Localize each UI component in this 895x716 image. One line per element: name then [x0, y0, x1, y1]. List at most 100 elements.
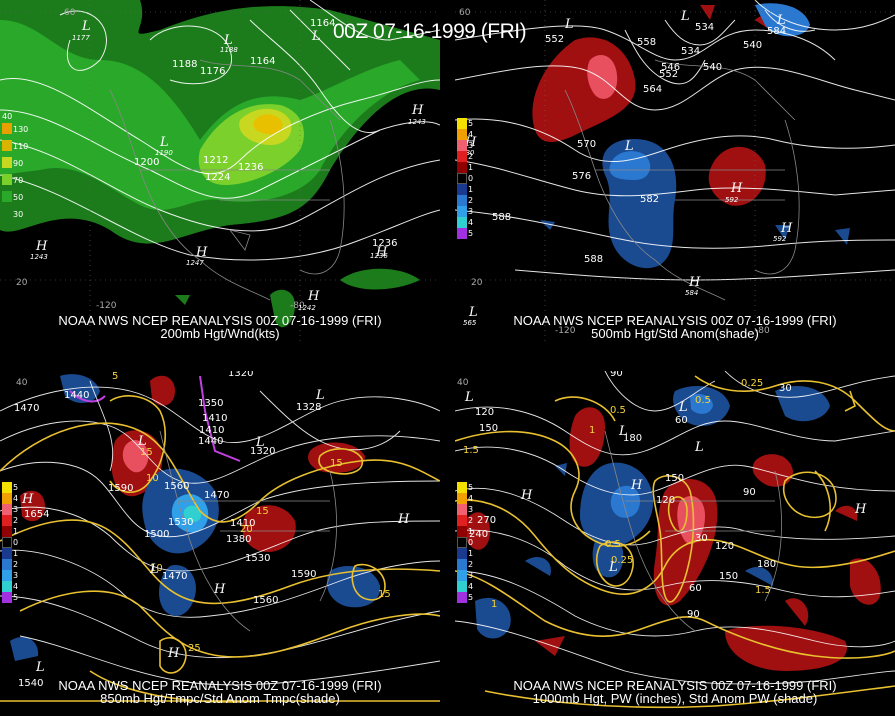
high-marker: H [520, 488, 533, 503]
legend-swatch [2, 559, 12, 570]
contour-label: 60 [689, 583, 702, 594]
anomaly-negative-2 [609, 151, 651, 180]
legend-label: 90 [13, 159, 24, 168]
legend-swatch [457, 537, 467, 548]
contour-label: 1470 [204, 490, 229, 501]
contour-label: 588 [492, 212, 511, 223]
contour-label: 120 [475, 407, 494, 418]
legend-swatch [457, 151, 467, 162]
grid-label: 40 [16, 378, 28, 388]
contour-label: 240 [469, 529, 488, 540]
high-marker: H [307, 289, 320, 304]
legend-label: 1 [13, 549, 19, 558]
contour-label: 1224 [205, 172, 230, 183]
low-marker: L [311, 29, 321, 44]
legend-swatch [457, 515, 467, 526]
grid-label: 40 [457, 378, 469, 388]
contour-label: 120 [715, 541, 734, 552]
legend-swatch [2, 191, 12, 202]
caption-line-2: 1000mb Hgt, PW (inches), Std Anom PW (sh… [532, 691, 818, 706]
low-marker: L [680, 9, 690, 24]
anomaly-positive-2 [20, 375, 365, 552]
panel-850mb: 40 1470 1440 1410 1350 1320 1410 1440 13… [0, 371, 440, 716]
legend-swatch [457, 548, 467, 559]
contour-label: 1590 [108, 483, 133, 494]
legend-swatch [457, 140, 467, 151]
low-marker: L [81, 19, 91, 34]
map-1000mb: 40 90 120 150 0.5 1 1.5 0.25 30 0.5 60 1… [455, 371, 895, 709]
legend-swatch [2, 592, 12, 603]
legend-swatch [457, 559, 467, 570]
low-marker: L [618, 424, 628, 439]
temp-label: 15 [140, 447, 153, 458]
temp-label: 25 [188, 643, 201, 654]
caption-line-1: NOAA NWS NCEP REANALYSIS 00Z 07-16-1999 … [58, 678, 382, 693]
legend-swatch [457, 162, 467, 173]
low-marker: L [564, 17, 574, 32]
contour-label: 1440 [64, 390, 89, 401]
contour-label: 570 [577, 139, 596, 150]
legend-label: 1 [468, 527, 474, 536]
anomaly-cyan [183, 505, 202, 523]
contour-label: 1188 [172, 59, 197, 70]
contour-label: 1320 [250, 446, 275, 457]
legend-label: 3 [13, 571, 19, 580]
contour-label: 1243 [408, 118, 426, 126]
high-marker: H [21, 492, 34, 507]
contour-label: 1.5 [755, 585, 771, 596]
contour-label: 1243 [30, 253, 48, 261]
legend-label: 2 [13, 516, 19, 525]
contour-label: 592 [725, 196, 739, 204]
contour-label: 1177 [72, 34, 90, 42]
legend-label: 3 [13, 505, 19, 514]
contour-label: 180 [757, 559, 776, 570]
high-marker: H [213, 582, 226, 597]
temp-label: 5 [112, 371, 118, 382]
anomaly-negative-small [540, 220, 850, 245]
contour-label: 150 [719, 571, 738, 582]
contour-label: 270 [477, 515, 496, 526]
contour-label: 1188 [220, 46, 238, 54]
low-marker: L [159, 135, 169, 150]
contour-label: 1500 [144, 529, 169, 540]
contour-label: 1380 [226, 534, 251, 545]
anomaly-negative-2 [610, 394, 713, 518]
legend-label: 4 [13, 582, 19, 591]
legend-label: 4 [468, 494, 474, 503]
contour-label: 1470 [162, 571, 187, 582]
contour-label: 1 [589, 425, 595, 436]
caption-line-2: 200mb Hgt/Wnd(kts) [160, 326, 280, 341]
legend-label: 4 [468, 218, 474, 227]
high-marker: H [35, 239, 48, 254]
temp-label: 20 [240, 524, 253, 535]
caption-line-1: NOAA NWS NCEP REANALYSIS 00Z 07-16-1999 … [513, 313, 837, 328]
contour-label: 0.25 [741, 378, 763, 389]
high-marker: H [780, 221, 793, 236]
low-marker: L [315, 388, 325, 403]
legend-label: 1 [13, 527, 19, 536]
low-marker: L [468, 305, 478, 320]
contour-label: 584 [767, 26, 786, 37]
temp-label: 15 [256, 506, 269, 517]
contour-label: 1410 [199, 425, 224, 436]
legend-top-label: 40 [2, 112, 13, 121]
high-marker: H [375, 245, 388, 260]
legend-label: 2 [468, 152, 474, 161]
map-850mb: 40 1470 1440 1410 1350 1320 1410 1440 13… [0, 371, 440, 703]
low-marker: L [149, 562, 159, 577]
high-marker: H [195, 245, 208, 260]
legend-label: 30 [13, 210, 24, 219]
legend-swatch [457, 118, 467, 129]
legend-label: 4 [13, 494, 19, 503]
contour-label: 1540 [18, 678, 43, 689]
legend-swatch [2, 504, 12, 515]
contour-label: 564 [643, 84, 662, 95]
map-200mb: 60 20 -120 -80 1164 1188 1176 1164 1177 … [0, 0, 440, 345]
legend-label: 3 [468, 571, 474, 580]
legend-label: 2 [468, 560, 474, 569]
legend-label: 5 [468, 119, 474, 128]
contour-label: 584 [685, 289, 698, 297]
contour-label: 1410 [202, 413, 227, 424]
legend-label: 2 [468, 196, 474, 205]
legend-label: 3 [468, 141, 474, 150]
